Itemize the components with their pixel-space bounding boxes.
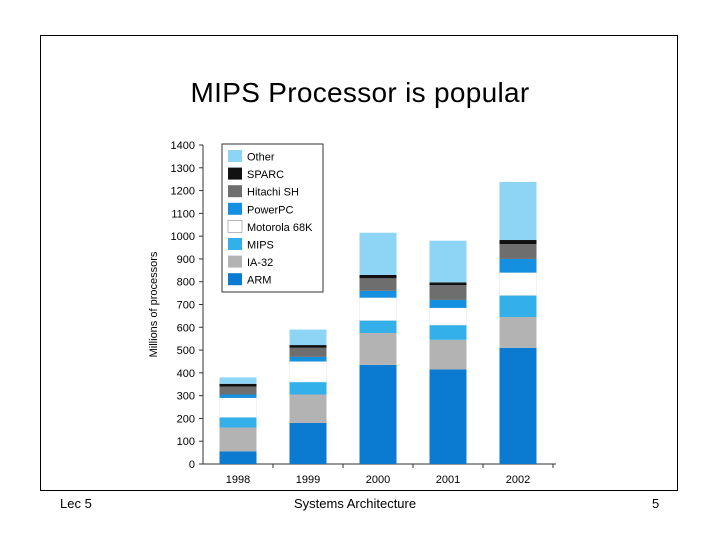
legend-swatch-motorola-68k	[227, 220, 243, 233]
bar-segment-arm	[219, 451, 257, 464]
x-tick-label: 2000	[366, 474, 390, 486]
y-tick-label: 0	[189, 459, 195, 471]
y-tick-label: 100	[177, 436, 195, 448]
bar-segment-mips	[289, 381, 327, 395]
bar-segment-other	[359, 232, 397, 275]
bar-segment-hitachi-sh	[499, 244, 537, 259]
legend-swatch-other	[228, 150, 242, 162]
bar-segment-sparc	[359, 274, 397, 279]
legend-label-other: Other	[247, 152, 275, 164]
bar-segment-mips	[359, 320, 397, 333]
bar-segment-powerpc	[359, 290, 397, 298]
bar-segment-other	[219, 377, 257, 384]
bar-segment-motorola-68k	[289, 361, 327, 383]
bar-segment-arm	[429, 369, 467, 464]
footer-lecture: Lec 5	[60, 496, 92, 511]
bar-segment-powerpc	[499, 258, 537, 273]
legend-label-arm: ARM	[247, 275, 271, 287]
bar-segment-other	[499, 181, 537, 241]
slide-title: MIPS Processor is popular	[190, 77, 530, 108]
y-tick-label: 400	[177, 368, 195, 380]
legend-swatch-mips	[228, 238, 242, 250]
legend-label-ia-32: IA-32	[247, 257, 273, 269]
footer-course: Systems Architecture	[294, 496, 417, 511]
bar-segment-ia-32	[219, 427, 257, 452]
bar-segment-powerpc	[429, 299, 467, 308]
bar-segment-motorola-68k	[429, 307, 467, 326]
x-tick-label: 1998	[226, 474, 250, 486]
legend-swatch-arm	[228, 273, 242, 286]
legend-box	[221, 143, 324, 293]
y-tick-label: 1200	[171, 186, 195, 198]
legend-swatch-hitachi-sh	[228, 185, 242, 198]
y-tick-label: 700	[177, 300, 195, 312]
y-tick-label: 900	[177, 254, 195, 266]
legend-label-mips: MIPS	[247, 240, 274, 252]
y-tick-label: 600	[177, 322, 195, 334]
bar-segment-mips	[219, 417, 257, 428]
bar-segment-arm	[289, 422, 327, 464]
bar-segment-ia-32	[289, 394, 327, 423]
x-tick-label: 2002	[506, 474, 530, 486]
y-tick-label: 200	[177, 413, 195, 425]
y-axis-label: Millions of processors	[148, 251, 160, 357]
legend-swatch-powerpc	[228, 202, 242, 215]
bar-segment-arm	[499, 347, 537, 464]
bar-segment-other	[289, 329, 327, 346]
bar-segment-mips	[429, 325, 467, 340]
bar-segment-sparc	[429, 282, 467, 286]
bar-segment-hitachi-sh	[219, 386, 257, 395]
slide-frame	[40, 35, 678, 491]
bar-segment-sparc	[289, 345, 327, 348]
legend-label-sparc: SPARC	[247, 169, 284, 181]
y-tick-label: 1000	[171, 231, 195, 243]
footer-page-number: 5	[652, 496, 660, 511]
bar-segment-sparc	[499, 240, 537, 245]
y-tick-label: 1300	[171, 163, 195, 175]
bar-segment-other	[429, 240, 467, 283]
x-tick-label: 2001	[436, 474, 460, 486]
bar-segment-sparc	[219, 383, 257, 387]
legend-swatch-ia-32	[228, 255, 242, 268]
x-tick-label: 1999	[296, 474, 320, 486]
legend-label-hitachi-sh: Hitachi SH	[247, 187, 299, 199]
y-tick-label: 500	[177, 345, 195, 357]
bar-segment-hitachi-sh	[359, 278, 397, 291]
bar-segment-ia-32	[499, 317, 537, 348]
bar-segment-powerpc	[219, 394, 257, 398]
bar-segment-powerpc	[289, 356, 327, 362]
legend-label-motorola-68k: Motorola 68K	[247, 222, 313, 234]
legend-swatch-sparc	[228, 167, 242, 180]
legend-label-powerpc: PowerPC	[247, 204, 294, 216]
y-tick-label: 800	[177, 277, 195, 289]
bar-segment-motorola-68k	[499, 272, 537, 296]
bar-segment-ia-32	[429, 339, 467, 370]
y-tick-label: 1100	[171, 208, 195, 220]
bar-segment-mips	[499, 295, 537, 318]
bar-segment-motorola-68k	[359, 297, 397, 321]
bar-segment-hitachi-sh	[289, 347, 327, 357]
bar-segment-ia-32	[359, 332, 397, 365]
bar-segment-hitachi-sh	[429, 285, 467, 300]
bar-segment-arm	[359, 364, 397, 464]
y-tick-label: 300	[177, 391, 195, 403]
y-tick-label: 1400	[171, 140, 195, 152]
bar-segment-motorola-68k	[219, 397, 257, 418]
